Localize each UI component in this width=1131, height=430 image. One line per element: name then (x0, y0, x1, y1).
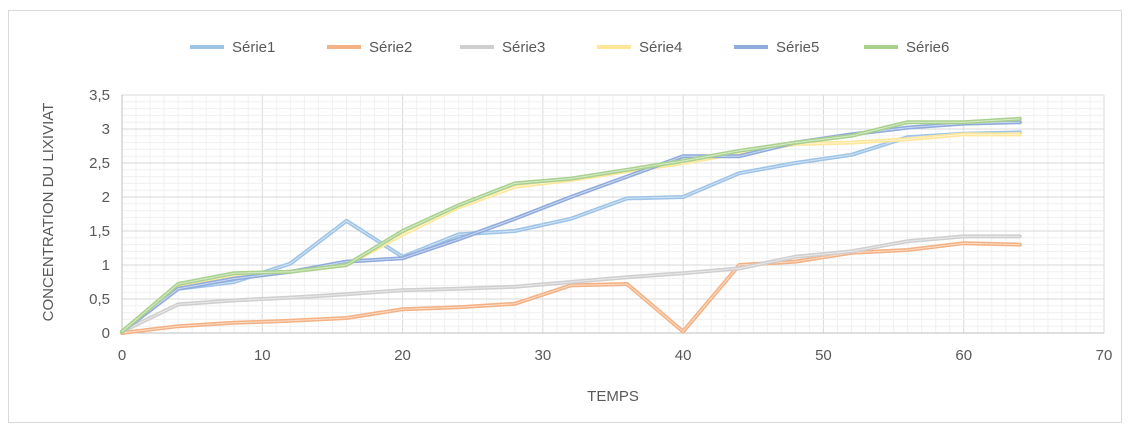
legend-item-2: Série2 (327, 39, 412, 56)
y-tick-label: 0,5 (89, 291, 110, 308)
series-layer (120, 116, 1022, 335)
x-tick-label: 0 (118, 347, 126, 364)
y-tick-label: 0 (102, 325, 110, 342)
legend-item-3: Série3 (460, 39, 545, 56)
legend-label: Série1 (232, 39, 275, 56)
legend-item-1: Série1 (190, 39, 275, 56)
y-tick-label: 1 (102, 257, 110, 274)
legend-label: Série2 (369, 39, 412, 56)
legend-item-4: Série4 (597, 39, 682, 56)
legend-label: Série4 (639, 39, 682, 56)
legend-label: Série3 (502, 39, 545, 56)
axes: 0 10 20 30 40 50 60 70 0 0,5 1 1,5 2 2,5 3 3,5 (89, 87, 1112, 364)
x-tick-label: 40 (675, 347, 692, 364)
series-line-3 (120, 234, 1022, 334)
y-tick-label: 3,5 (89, 87, 110, 104)
legend-item-5: Série5 (734, 39, 819, 56)
y-tick-label: 3 (102, 121, 110, 138)
x-axis-title: TEMPS (587, 388, 639, 405)
x-tick-label: 10 (254, 347, 271, 364)
chart-frame (8, 10, 1122, 423)
series-line-2 (120, 241, 1022, 335)
x-tick-label: 30 (535, 347, 552, 364)
series-line-6 (120, 116, 1022, 334)
x-tick-label: 20 (394, 347, 411, 364)
legend-label: Série6 (906, 39, 949, 56)
y-tick-label: 2,5 (89, 155, 110, 172)
x-tick-label: 60 (955, 347, 972, 364)
y-axis-title: CONCENTRATION DU LIXIVIAT (40, 103, 57, 322)
legend-label: Série5 (776, 39, 819, 56)
y-tick-label: 2 (102, 189, 110, 206)
legend: Série1 Série2 Série3 Série4 Série5 Série6 (190, 39, 949, 56)
x-tick-label: 70 (1096, 347, 1113, 364)
y-tick-label: 1,5 (89, 223, 110, 240)
x-tick-label: 50 (815, 347, 832, 364)
legend-item-6: Série6 (864, 39, 949, 56)
series-line-1 (120, 130, 1022, 334)
